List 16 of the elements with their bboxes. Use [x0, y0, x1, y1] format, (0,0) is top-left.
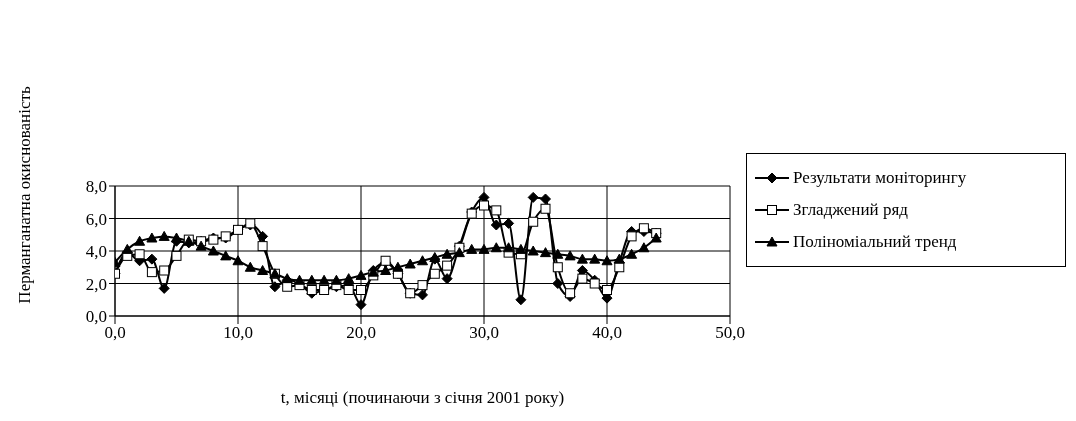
- y-tick-label: 6,0: [85, 209, 107, 229]
- legend-label: Згладжений ряд: [793, 200, 908, 220]
- x-tick-label: 50,0: [715, 323, 745, 343]
- x-tick-label: 10,0: [223, 323, 253, 343]
- x-tick-label: 40,0: [592, 323, 622, 343]
- y-tick-label: 4,0: [85, 242, 107, 262]
- x-tick-label: 0,0: [104, 323, 126, 343]
- x-axis-title: t, місяці (починаючи з січня 2001 року): [280, 388, 565, 407]
- y-tick-label: 0,0: [85, 307, 107, 327]
- legend-label: Результати моніторингу: [793, 168, 967, 188]
- legend-label: Поліноміальний тренд: [793, 232, 957, 252]
- x-tick-label: 20,0: [346, 323, 376, 343]
- y-tick-label: 2,0: [85, 274, 107, 294]
- y-tick-label: 8,0: [85, 177, 107, 197]
- y-axis-title: Перманганатна окиснованість: [14, 86, 34, 304]
- x-tick-label: 30,0: [469, 323, 499, 343]
